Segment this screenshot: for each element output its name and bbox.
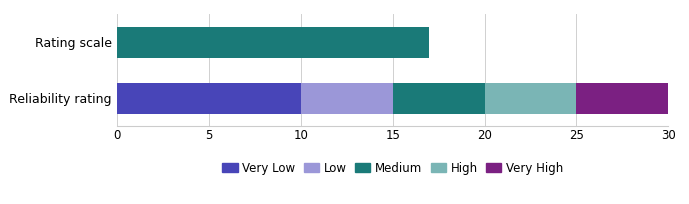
Legend: Very Low, Low, Medium, High, Very High: Very Low, Low, Medium, High, Very High	[218, 157, 568, 180]
Bar	[393, 83, 484, 114]
Bar	[484, 83, 577, 114]
Bar	[117, 83, 301, 114]
Bar	[117, 27, 429, 58]
Bar	[577, 83, 668, 114]
Bar	[301, 83, 393, 114]
